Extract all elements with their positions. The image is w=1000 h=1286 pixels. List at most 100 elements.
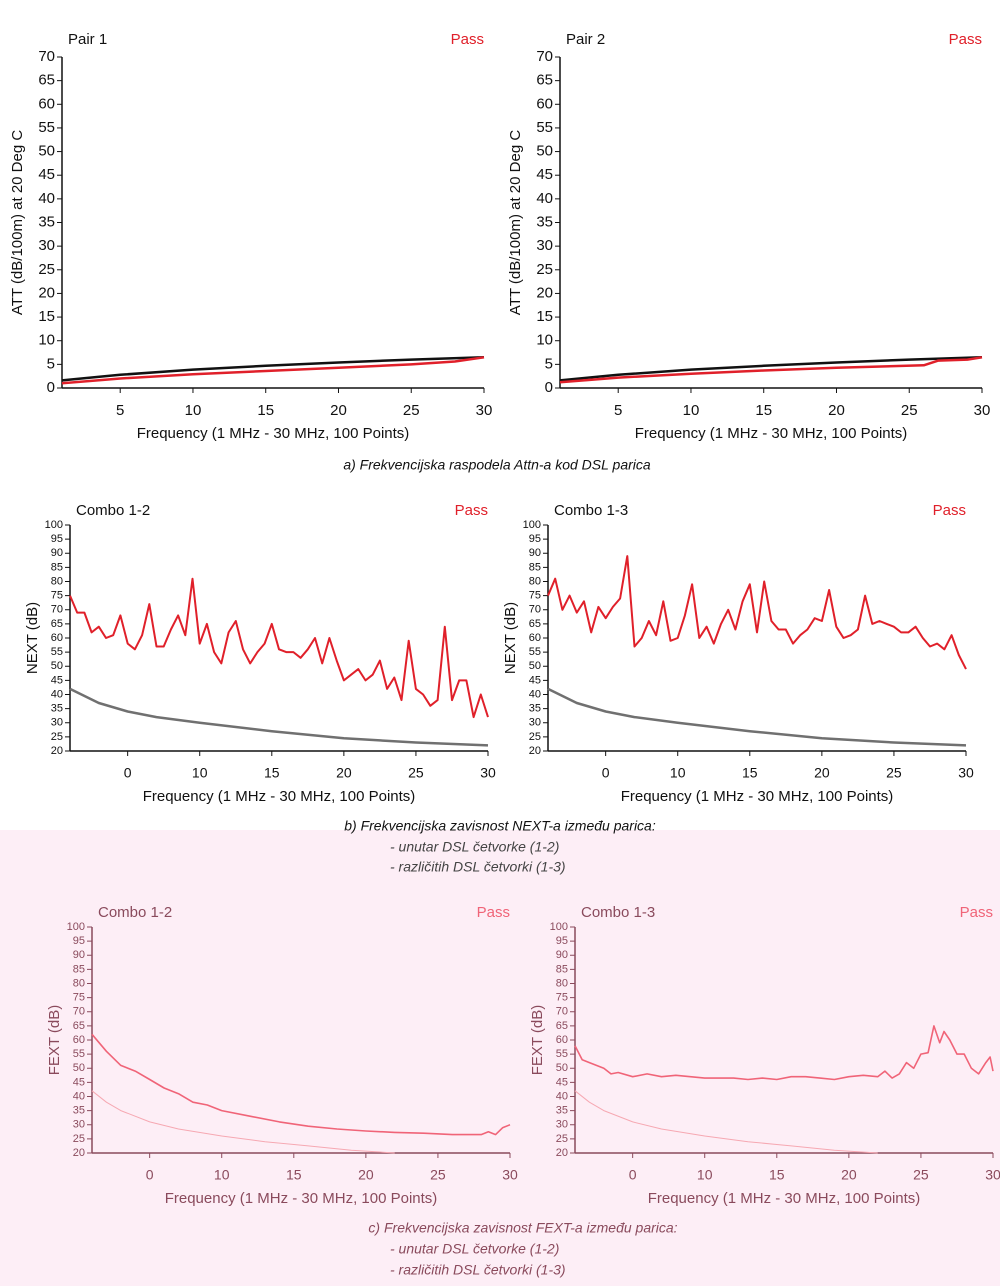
y-tick-label: 25 — [556, 1133, 568, 1145]
y-tick-label: 100 — [67, 921, 85, 933]
x-axis-label: Frequency (1 MHz - 30 MHz, 100 Points) — [137, 425, 410, 442]
y-tick-label: 5 — [545, 355, 553, 372]
y-tick-label: 30 — [529, 717, 541, 729]
x-tick-label: 20 — [330, 402, 347, 419]
y-tick-label: 70 — [529, 604, 541, 616]
x-tick-label: 10 — [214, 1167, 230, 1183]
status: Pass — [451, 31, 484, 48]
x-tick-label: 25 — [430, 1167, 446, 1183]
y-tick-label: 100 — [523, 519, 541, 531]
y-tick-label: 35 — [556, 1105, 568, 1117]
x-tick-label: 30 — [476, 402, 493, 419]
y-tick-label: 50 — [73, 1062, 85, 1074]
y-tick-label: 75 — [51, 590, 63, 602]
x-tick-label: 15 — [286, 1167, 302, 1183]
y-tick-label: 60 — [38, 95, 55, 112]
x-tick-label: 15 — [755, 402, 772, 419]
x-tick-label: 30 — [502, 1167, 518, 1183]
y-tick-label: 30 — [38, 237, 55, 254]
y-tick-label: 95 — [529, 533, 541, 545]
x-tick-label: 15 — [257, 402, 274, 419]
y-tick-label: 45 — [73, 1076, 85, 1088]
status: Pass — [455, 502, 488, 519]
x-tick-label: 5 — [116, 402, 124, 419]
y-tick-label: 30 — [556, 1119, 568, 1131]
x-tick-label: 25 — [403, 402, 420, 419]
x-tick-label: 20 — [814, 765, 830, 781]
y-tick-label: 35 — [73, 1105, 85, 1117]
y-tick-label: 65 — [556, 1020, 568, 1032]
y-tick-label: 75 — [529, 590, 541, 602]
x-tick-label: 30 — [985, 1167, 1000, 1183]
y-tick-label: 40 — [529, 688, 541, 700]
y-tick-label: 70 — [51, 604, 63, 616]
y-tick-label: 65 — [38, 72, 55, 89]
y-axis-label: NEXT (dB) — [502, 602, 519, 674]
y-tick-label: 70 — [536, 48, 553, 65]
x-tick-label: 20 — [336, 765, 352, 781]
y-tick-label: 55 — [536, 119, 553, 136]
y-tick-label: 35 — [51, 703, 63, 715]
x-tick-label: 30 — [958, 765, 974, 781]
x-tick-label: 25 — [886, 765, 902, 781]
y-tick-label: 60 — [556, 1034, 568, 1046]
y-tick-label: 65 — [51, 618, 63, 630]
y-tick-label: 60 — [73, 1034, 85, 1046]
x-tick-label: 10 — [192, 765, 208, 781]
y-tick-label: 40 — [38, 190, 55, 207]
y-tick-label: 55 — [38, 119, 55, 136]
y-tick-label: 95 — [556, 935, 568, 947]
x-axis-label: Frequency (1 MHz - 30 MHz, 100 Points) — [621, 788, 894, 805]
x-tick-label: 10 — [683, 402, 700, 419]
y-tick-label: 40 — [556, 1090, 568, 1102]
x-tick-label: 15 — [264, 765, 280, 781]
y-tick-label: 30 — [73, 1119, 85, 1131]
y-tick-label: 55 — [556, 1048, 568, 1060]
y-tick-label: 25 — [529, 731, 541, 743]
y-tick-label: 15 — [38, 308, 55, 325]
y-tick-label: 50 — [529, 660, 541, 672]
y-tick-label: 85 — [73, 963, 85, 975]
y-tick-label: 40 — [73, 1090, 85, 1102]
x-tick-label: 10 — [670, 765, 686, 781]
y-tick-label: 50 — [51, 660, 63, 672]
y-tick-label: 75 — [556, 992, 568, 1004]
y-tick-label: 95 — [73, 935, 85, 947]
x-tick-label: 15 — [769, 1167, 785, 1183]
y-tick-label: 100 — [550, 921, 568, 933]
y-tick-label: 5 — [47, 355, 55, 372]
x-tick-label: 5 — [614, 402, 622, 419]
y-tick-label: 80 — [51, 575, 63, 587]
series-line — [559, 356, 983, 382]
x-tick-label: 0 — [629, 1167, 637, 1183]
x-tick-label: 0 — [146, 1167, 154, 1183]
y-tick-label: 25 — [51, 731, 63, 743]
y-tick-label: 10 — [38, 332, 55, 349]
chart-title: Pair 1 — [68, 31, 107, 48]
status: Pass — [933, 502, 966, 519]
y-tick-label: 45 — [529, 674, 541, 686]
x-tick-label: 10 — [697, 1167, 713, 1183]
x-tick-label: 15 — [742, 765, 758, 781]
x-tick-label: 25 — [408, 765, 424, 781]
y-tick-label: 20 — [529, 745, 541, 757]
chart-title: Pair 2 — [566, 31, 605, 48]
y-tick-label: 20 — [536, 284, 553, 301]
y-tick-label: 25 — [38, 261, 55, 278]
y-tick-label: 45 — [536, 166, 553, 183]
caption: c) Frekvencijska zavisnost FEXT-a između… — [368, 1220, 677, 1236]
x-tick-label: 0 — [602, 765, 610, 781]
y-tick-label: 65 — [529, 618, 541, 630]
caption: a) Frekvencijska raspodela Attn-a kod DS… — [343, 457, 651, 473]
y-tick-label: 80 — [556, 977, 568, 989]
y-axis-label: ATT (dB/100m) at 20 Deg C — [9, 130, 26, 316]
y-tick-label: 75 — [73, 992, 85, 1004]
y-tick-label: 25 — [73, 1133, 85, 1145]
y-tick-label: 0 — [47, 379, 55, 396]
series-line — [91, 1033, 511, 1136]
chart-title: Combo 1-2 — [76, 502, 150, 519]
x-tick-label: 20 — [841, 1167, 857, 1183]
y-tick-label: 65 — [73, 1020, 85, 1032]
chart-title: Combo 1-3 — [581, 904, 655, 921]
status: Pass — [949, 31, 982, 48]
